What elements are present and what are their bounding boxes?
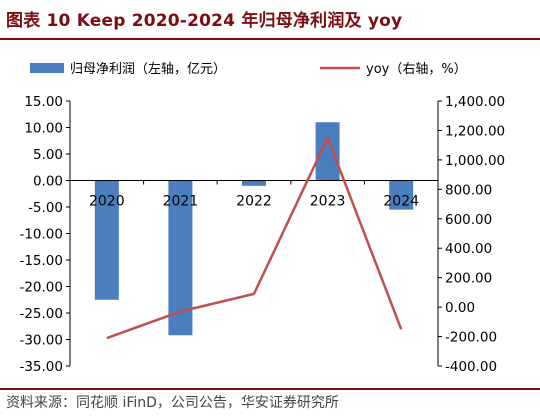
right-tick-label: 1,000.00 <box>445 153 505 169</box>
right-tick-label: -200.00 <box>445 330 497 346</box>
category-label-2024: 2024 <box>383 194 419 210</box>
category-label-2021: 2021 <box>163 194 199 210</box>
left-tick-label: -15.00 <box>19 253 63 269</box>
bar-2024 <box>389 180 414 210</box>
left-tick-label: -5.00 <box>28 200 63 216</box>
right-tick-label: 800.00 <box>445 182 492 198</box>
right-tick-label: 0.00 <box>445 300 475 316</box>
chart-title: 图表 10 Keep 2020-2024 年归母净利润及 yoy <box>6 11 403 31</box>
yoy-line <box>106 136 403 340</box>
category-label-2022: 2022 <box>236 194 272 210</box>
right-tick-label: 400.00 <box>445 241 492 257</box>
bar-2023 <box>315 122 340 181</box>
left-tick-label: -25.00 <box>19 306 63 322</box>
legend-line-label: yoy（右轴，%） <box>366 62 467 77</box>
bar-2022 <box>242 180 266 186</box>
title-bar: 图表 10 Keep 2020-2024 年归母净利润及 yoy <box>0 0 540 40</box>
right-tick-label: 200.00 <box>445 271 492 287</box>
category-label-2020: 2020 <box>89 194 125 210</box>
category-label-2023: 2023 <box>310 194 346 210</box>
right-tick-label: 1,400.00 <box>445 94 505 110</box>
left-tick-label: 10.00 <box>24 121 63 137</box>
left-tick-label: -20.00 <box>19 280 63 296</box>
legend-bar-swatch <box>30 63 64 73</box>
left-tick-label: 5.00 <box>33 147 63 163</box>
right-tick-label: -400.00 <box>445 359 497 375</box>
left-tick-label: -10.00 <box>19 227 63 243</box>
title-divider <box>0 38 540 40</box>
left-tick-label: -30.00 <box>19 333 63 349</box>
left-tick-label: -35.00 <box>19 359 63 375</box>
bar-2020 <box>94 180 119 300</box>
footer-divider <box>0 388 540 390</box>
right-tick-label: 600.00 <box>445 212 492 228</box>
right-tick-label: 1,200.00 <box>445 123 505 139</box>
left-tick-label: 15.00 <box>24 94 63 110</box>
left-tick-label: 0.00 <box>33 174 63 190</box>
chart: 归母净利润（左轴，亿元） yoy（右轴，%） 15.00 10.00 5.00 0.00 -… <box>19 62 505 375</box>
source-note: 资料来源：同花顺 iFinD，公司公告，华安证券研究所 <box>6 395 339 411</box>
legend-bar-label: 归母净利润（左轴，亿元） <box>70 62 226 77</box>
